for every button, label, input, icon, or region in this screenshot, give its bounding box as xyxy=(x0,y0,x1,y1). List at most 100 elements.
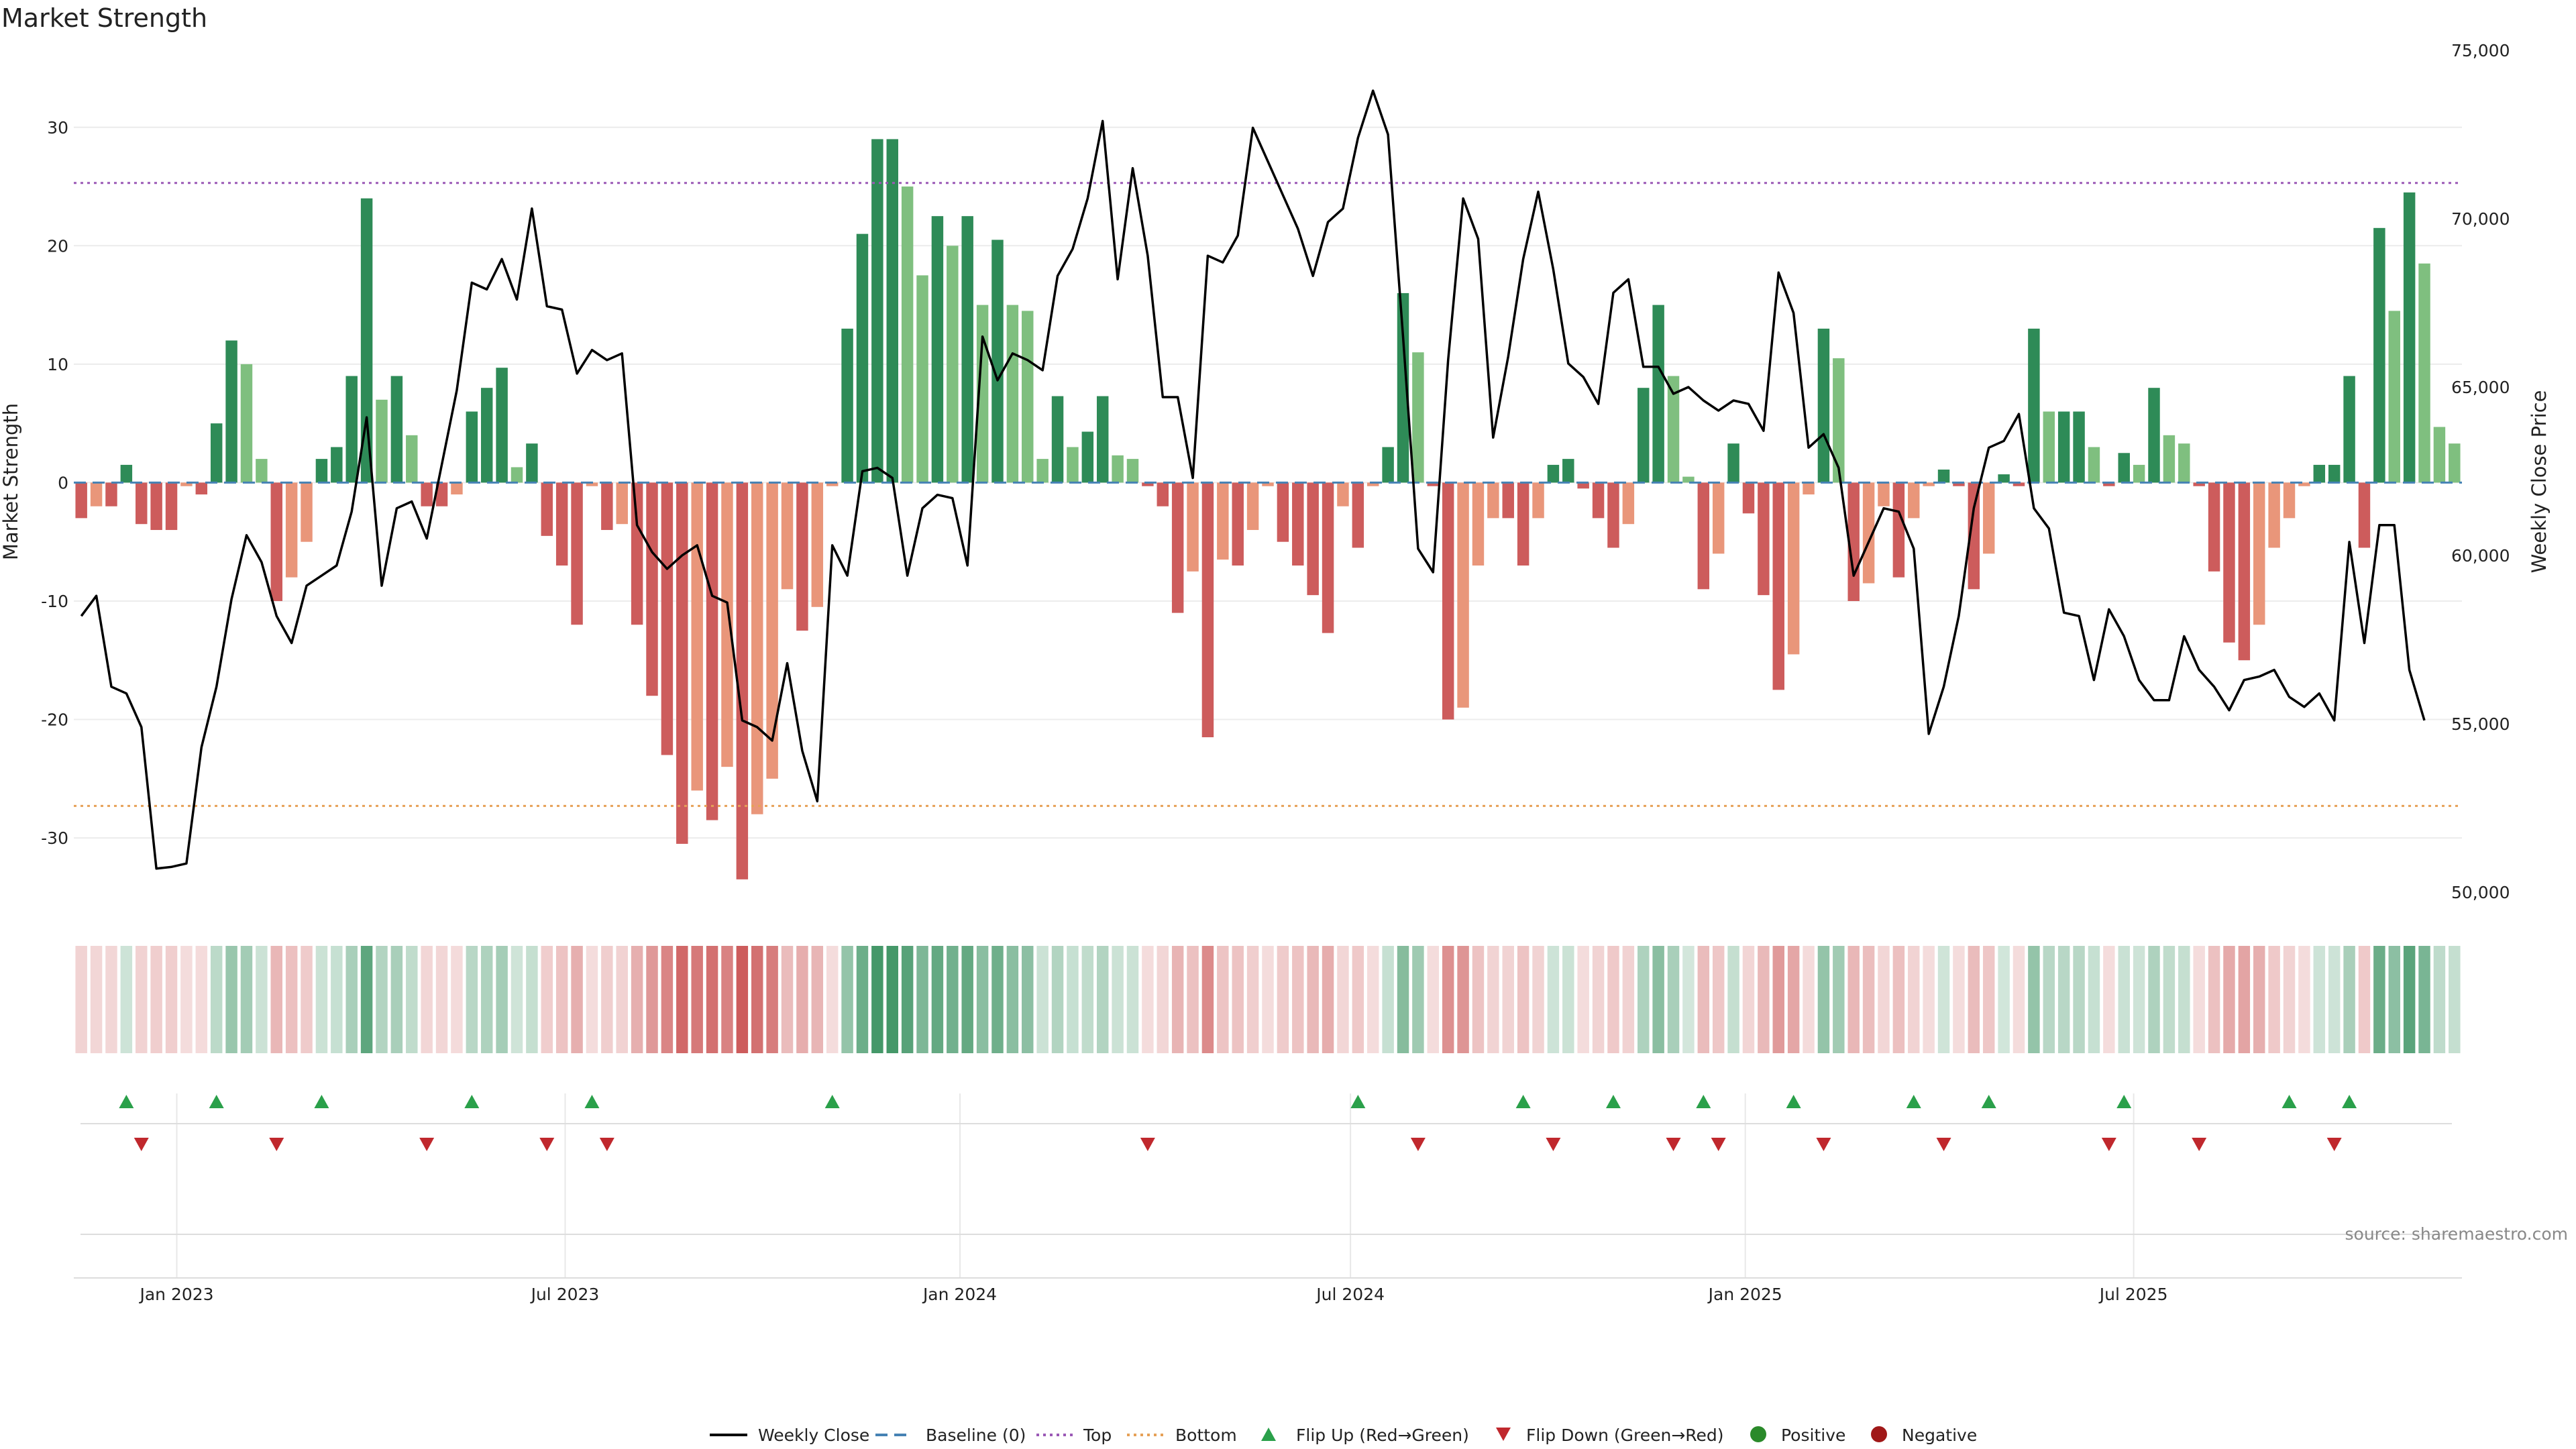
flip-up-marker xyxy=(1981,1095,1996,1108)
strength-bar xyxy=(1758,482,1770,596)
strength-bar xyxy=(165,482,178,531)
strength-bar xyxy=(555,482,568,566)
strength-bar xyxy=(1998,474,2010,483)
heat-cell xyxy=(856,946,869,1053)
strength-bar xyxy=(225,340,237,483)
strength-bar xyxy=(2163,435,2176,483)
heat-cell xyxy=(1457,946,1469,1053)
strength-bar xyxy=(1682,476,1695,483)
heat-cell xyxy=(1787,946,1800,1053)
strength-bar xyxy=(331,447,343,483)
legend: Weekly Close Baseline (0) Top Bottom Flip Up… xyxy=(710,1426,1977,1445)
strength-bar xyxy=(2057,411,2070,483)
strength-bar xyxy=(1982,482,1995,554)
heat-cell xyxy=(180,946,193,1053)
strength-bar xyxy=(1817,328,1830,483)
heat-cell xyxy=(2208,946,2220,1053)
heat-cell xyxy=(1803,946,1815,1053)
strength-bar xyxy=(1727,443,1739,483)
strength-bar xyxy=(721,482,733,767)
heat-cell xyxy=(240,946,253,1053)
legend-label: Bottom xyxy=(1175,1426,1237,1445)
y2-tick-label: 70,000 xyxy=(2451,209,2510,229)
y2-axis-label: Weekly Close Price xyxy=(2528,390,2551,574)
strength-bar xyxy=(1697,482,1710,590)
strength-bar xyxy=(826,482,839,486)
strength-bar xyxy=(886,139,898,483)
legend-label: Top xyxy=(1083,1426,1112,1445)
strength-bar xyxy=(1051,396,1064,483)
strength-bar xyxy=(1472,482,1485,566)
strength-bar xyxy=(180,482,193,486)
strength-bar xyxy=(210,423,223,483)
strength-bar xyxy=(75,482,87,519)
strength-bar xyxy=(2223,482,2235,643)
strength-bar xyxy=(406,435,418,483)
heat-cell xyxy=(2358,946,2371,1053)
strength-bar xyxy=(1157,482,1169,506)
strength-bar xyxy=(256,459,268,483)
strength-bar xyxy=(1397,292,1409,483)
strength-bar xyxy=(2268,482,2280,548)
heat-cell xyxy=(1937,946,1950,1053)
heat-cell xyxy=(1667,946,1680,1053)
heat-cell xyxy=(390,946,403,1053)
heat-cell xyxy=(1847,946,1860,1053)
heat-cell xyxy=(2298,946,2310,1053)
strength-bar xyxy=(1262,482,1274,486)
strength-bar xyxy=(120,464,133,483)
heat-cell xyxy=(165,946,178,1053)
strength-bar xyxy=(2043,411,2055,483)
heat-cell xyxy=(1712,946,1725,1053)
strength-bar xyxy=(856,233,869,483)
strength-bar xyxy=(2388,311,2400,483)
strength-bar xyxy=(195,482,208,495)
strength-bar xyxy=(1953,482,1965,486)
heat-cell xyxy=(1397,946,1409,1053)
strength-bar xyxy=(1878,482,1890,506)
strength-bar xyxy=(1442,482,1454,720)
strength-bar xyxy=(1502,482,1514,519)
flip-down-marker xyxy=(2326,1138,2342,1151)
strength-bar xyxy=(2012,482,2025,486)
strength-bar xyxy=(1112,455,1124,483)
strength-bar xyxy=(1712,482,1725,554)
heat-cell xyxy=(1607,946,1619,1053)
heat-cell xyxy=(1592,946,1605,1053)
heat-cell xyxy=(1772,946,1784,1053)
legend-flip-down-icon xyxy=(1496,1428,1511,1441)
strength-bar xyxy=(2178,443,2190,483)
heat-cell xyxy=(1157,946,1169,1053)
strength-bar xyxy=(1592,482,1605,519)
strength-bar xyxy=(435,482,448,506)
strength-bar xyxy=(2103,482,2115,486)
flip-up-marker xyxy=(2116,1095,2132,1108)
heat-cell xyxy=(1892,946,1905,1053)
strength-bar xyxy=(2373,227,2385,483)
weekly-close-line xyxy=(80,89,2426,870)
strength-bar xyxy=(2298,482,2310,486)
flip-up-marker xyxy=(824,1095,840,1108)
strength-bar xyxy=(706,482,718,820)
strength-bar xyxy=(2148,388,2160,483)
strength-bar xyxy=(976,305,989,483)
flip-up-marker xyxy=(1350,1095,1366,1108)
legend-label: Negative xyxy=(1902,1426,1977,1445)
strength-bar xyxy=(1427,482,1440,486)
strength-bar xyxy=(646,482,658,696)
strength-bar xyxy=(1382,447,1394,483)
heat-cell xyxy=(1262,946,1274,1053)
flip-down-marker xyxy=(539,1138,555,1151)
heat-cell xyxy=(1817,946,1830,1053)
heat-cell xyxy=(2133,946,2145,1053)
strength-bar xyxy=(1201,482,1214,737)
heat-cell xyxy=(1006,946,1019,1053)
heat-cell xyxy=(1036,946,1049,1053)
heat-cell xyxy=(871,946,883,1053)
heat-cell xyxy=(1246,946,1259,1053)
strength-bar xyxy=(1547,464,1560,483)
legend-label: Positive xyxy=(1781,1426,1845,1445)
heat-cell xyxy=(1096,946,1109,1053)
heat-cell xyxy=(1187,946,1199,1053)
heat-cell xyxy=(1201,946,1214,1053)
